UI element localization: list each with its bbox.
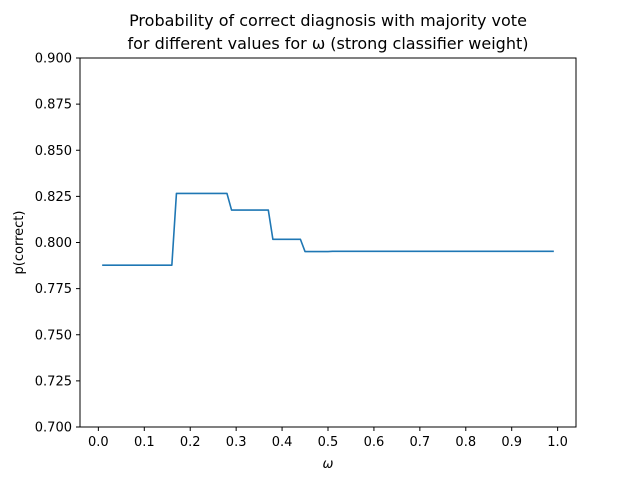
chart-title-line-1: Probability of correct diagnosis with ma… — [129, 11, 527, 30]
x-tick-label: 0.7 — [410, 435, 431, 450]
plot-frame — [79, 57, 577, 428]
y-tick-label: 0.775 — [35, 282, 72, 297]
x-tick-label: 0.5 — [318, 435, 339, 450]
y-tick-label: 0.750 — [35, 328, 72, 343]
series-layer — [102, 192, 554, 266]
x-tick-label: 0.8 — [455, 435, 476, 450]
x-tick-label: 0.3 — [226, 435, 247, 450]
y-tick-label: 0.900 — [35, 52, 72, 67]
x-tick-label: 0.0 — [88, 435, 109, 450]
y-tick-label: 0.725 — [35, 374, 72, 389]
x-axis-label: ω — [323, 457, 334, 472]
x-tick-label: 0.2 — [180, 435, 201, 450]
y-tick-label: 0.875 — [35, 98, 72, 113]
y-tick-label: 0.850 — [35, 144, 72, 159]
chart-title-line-2: for different values for ω (strong class… — [127, 34, 528, 53]
x-tick-label: 0.4 — [272, 435, 293, 450]
y-axis-ticks: 0.700 0.725 0.750 0.775 0.800 0.825 0.850 0.875… — [35, 52, 80, 436]
y-axis-label: p(correct) — [12, 211, 27, 275]
series-line — [102, 192, 554, 266]
x-tick-label: 0.9 — [501, 435, 522, 450]
y-tick-label: 0.800 — [35, 236, 72, 251]
x-tick-label: 1.0 — [547, 435, 568, 450]
y-tick-label: 0.700 — [35, 421, 72, 436]
x-tick-label: 0.6 — [364, 435, 385, 450]
x-axis-ticks: 0.0 0.1 0.2 0.3 0.4 0.5 0.6 0.7 0.8 0.9 1.0 — [88, 427, 568, 450]
x-tick-label: 0.1 — [134, 435, 155, 450]
y-tick-label: 0.825 — [35, 190, 72, 205]
